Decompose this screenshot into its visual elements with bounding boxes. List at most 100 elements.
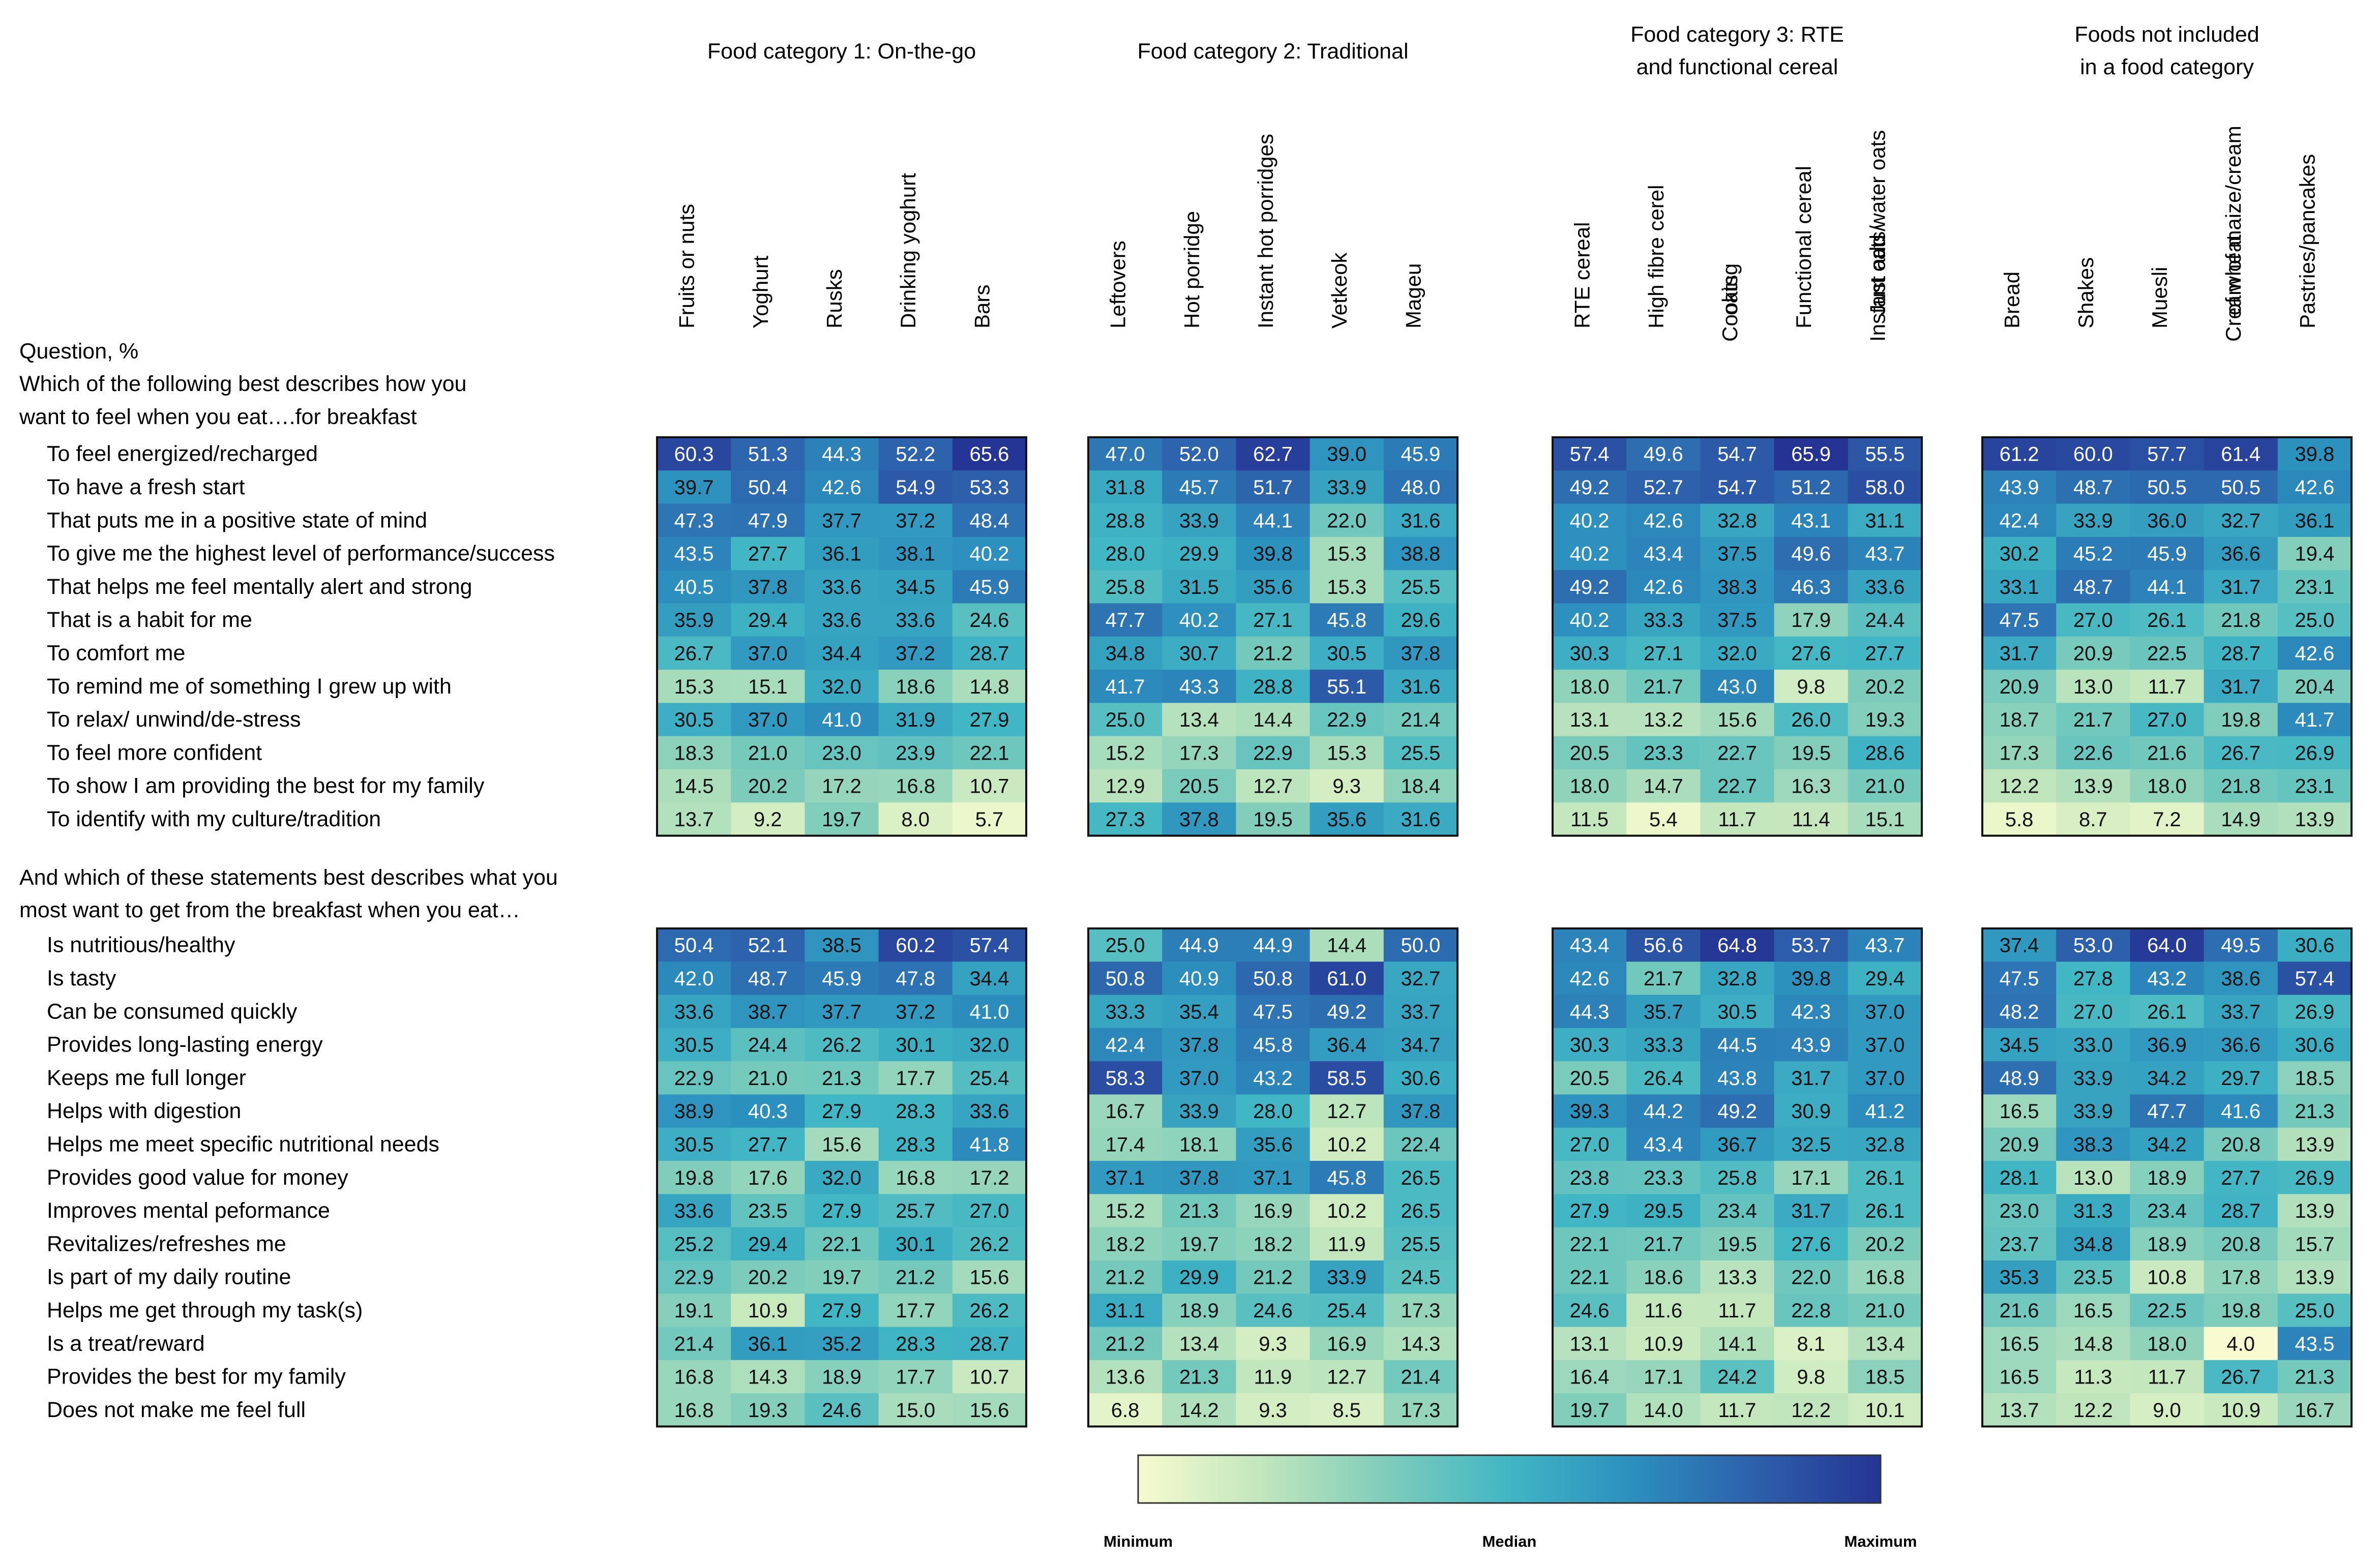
block-frame	[656, 927, 1027, 1428]
cell-value-label: 9.0	[2153, 1399, 2181, 1422]
cell-value-label: 44.3	[1570, 1001, 1610, 1023]
section-question-line: most want to get from the breakfast when…	[19, 898, 520, 922]
heatmap-cell	[2277, 670, 2352, 703]
cell-value-label: 28.6	[1865, 742, 1905, 764]
cell-value-label: 13.4	[1865, 1333, 1905, 1355]
heatmap-cell	[1088, 928, 1163, 962]
heatmap-cell	[1310, 1360, 1384, 1394]
heatmap-cell	[2056, 670, 2130, 703]
cell-value-label: 44.5	[1717, 1034, 1757, 1057]
heatmap-cell	[1982, 1061, 2057, 1095]
row-label: Helps me get through my task(s)	[47, 1298, 363, 1322]
cell-value-label: 65.9	[1791, 443, 1831, 466]
heatmap-cell	[805, 736, 879, 770]
heatmap-cell	[2056, 1227, 2130, 1261]
cell-value-label: 33.3	[1106, 1001, 1145, 1023]
block-frames	[656, 436, 2353, 1428]
heatmap-cell	[1982, 670, 2057, 703]
heatmap-cell	[1162, 736, 1236, 770]
heatmap-cell	[731, 1127, 805, 1161]
cell-value-label: 41.0	[969, 1001, 1009, 1023]
heatmap-cell	[878, 1161, 953, 1194]
row-label: To remind me of something I grew up with	[47, 674, 452, 699]
cell-value-label: 42.0	[674, 968, 714, 990]
heatmap-cell	[1982, 1360, 2057, 1394]
column-header: RTE cereal	[1570, 222, 1594, 328]
heatmap-cell	[731, 1327, 805, 1361]
heatmap-cell	[1236, 1294, 1311, 1328]
cell-value-label: 52.1	[748, 935, 788, 957]
cell-value-label: 42.6	[822, 476, 861, 499]
heatmap-cell	[805, 1028, 879, 1062]
cell-value-label: 36.1	[822, 543, 861, 565]
cell-value-label: 35.2	[822, 1333, 861, 1355]
heatmap-cell	[1236, 603, 1311, 637]
heatmap-cell	[1383, 1393, 1458, 1427]
cell-value-label: 33.9	[1179, 1100, 1219, 1123]
heatmap-cell	[1310, 1260, 1384, 1294]
cell-value-label: 23.3	[1644, 742, 1683, 764]
heatmap-cell	[1774, 470, 1849, 504]
cell-value-label: 40.2	[969, 543, 1009, 565]
cell-value-label: 26.4	[1644, 1067, 1683, 1090]
heatmap-cell	[1626, 437, 1701, 471]
cell-value-label: 45.9	[2147, 543, 2187, 565]
cell-value-label: 37.8	[1179, 808, 1219, 831]
heatmap-cell	[1162, 1227, 1236, 1261]
cell-value-label: 18.9	[2147, 1167, 2187, 1189]
heatmap-cell	[2056, 1161, 2130, 1194]
heatmap-cell	[1774, 1161, 1849, 1194]
cell-value-label: 12.9	[1106, 775, 1145, 798]
block-frame	[1087, 927, 1459, 1428]
cell-value-label: 28.8	[1253, 676, 1293, 698]
cell-value-label: 46.3	[1791, 576, 1831, 598]
cell-value-label: 31.8	[1106, 476, 1145, 499]
heatmap-cell	[1774, 769, 1849, 803]
heatmap-cell	[878, 670, 953, 703]
heatmap-cell	[952, 1327, 1027, 1361]
heatmap-cell	[2130, 703, 2205, 737]
cell-value-label: 10.9	[748, 1300, 788, 1322]
cell-value-label: 33.6	[674, 1001, 714, 1023]
cell-value-label: 26.7	[674, 642, 714, 665]
heatmap-cell	[1162, 769, 1236, 803]
cell-value-label: 45.2	[2073, 543, 2113, 565]
heatmap-cell	[1553, 769, 1627, 803]
cell-value-label: 32.7	[1401, 968, 1440, 990]
heatmap-cell	[2056, 928, 2130, 962]
column-header: Bread	[2000, 272, 2024, 328]
heatmap-cell	[878, 769, 953, 803]
cell-value-label: 14.8	[2073, 1333, 2113, 1355]
heatmap-cell	[1310, 670, 1384, 703]
heatmap-cell	[1310, 736, 1384, 770]
cell-value-label: 22.1	[1570, 1267, 1610, 1289]
cell-value-label: 18.1	[1179, 1133, 1219, 1156]
heatmap-cell	[2204, 1260, 2278, 1294]
cell-value-label: 42.6	[2295, 476, 2334, 499]
cell-value-label: 34.2	[2147, 1067, 2187, 1090]
heatmap-cell	[1848, 1161, 1922, 1194]
cell-value-label: 30.5	[674, 1133, 714, 1156]
heatmap-cell	[2056, 603, 2130, 637]
cell-value-label: 33.3	[1644, 1034, 1683, 1057]
heatmap-cell	[2204, 995, 2278, 1029]
cell-value-label: 52.2	[896, 443, 935, 466]
heatmap-cell	[1774, 1028, 1849, 1062]
cell-value-label: 33.0	[2073, 1034, 2113, 1057]
section-question-1: Which of the following best describes ho…	[19, 372, 467, 429]
cell-value-label: 23.7	[2000, 1233, 2039, 1255]
heatmap-cell	[657, 503, 731, 537]
cell-value-label: 24.4	[1865, 609, 1905, 632]
cell-value-label: 13.9	[2295, 1133, 2334, 1156]
heatmap-cell	[1236, 1194, 1311, 1228]
column-headers: Fruits or nuts Yoghurt Rusks Drinking yoghu…	[675, 126, 2319, 342]
cell-value-label: 45.8	[1327, 1167, 1366, 1189]
heatmap-cell	[2056, 470, 2130, 504]
heatmap-cell	[1088, 1061, 1163, 1095]
cell-value-label: 38.7	[748, 1001, 788, 1023]
cell-value-label: 50.8	[1106, 968, 1145, 990]
heatmap-cell	[952, 1161, 1027, 1194]
cell-value-label: 25.4	[1327, 1300, 1366, 1322]
cell-value-label: 52.0	[1179, 443, 1219, 466]
cell-value-label: 29.4	[1865, 968, 1905, 990]
